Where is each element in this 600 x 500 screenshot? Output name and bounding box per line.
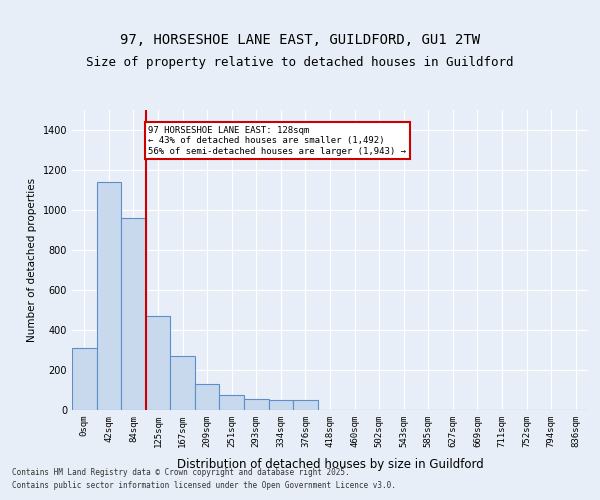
Bar <box>121 218 146 410</box>
Bar <box>72 348 97 410</box>
Bar <box>293 400 318 410</box>
Bar <box>244 399 269 410</box>
Bar <box>195 384 220 410</box>
Text: Contains public sector information licensed under the Open Government Licence v3: Contains public sector information licen… <box>12 480 396 490</box>
X-axis label: Distribution of detached houses by size in Guildford: Distribution of detached houses by size … <box>176 458 484 471</box>
Bar <box>220 395 244 410</box>
Text: Size of property relative to detached houses in Guildford: Size of property relative to detached ho… <box>86 56 514 69</box>
Text: 97, HORSESHOE LANE EAST, GUILDFORD, GU1 2TW: 97, HORSESHOE LANE EAST, GUILDFORD, GU1 … <box>120 33 480 47</box>
Y-axis label: Number of detached properties: Number of detached properties <box>27 178 37 342</box>
Text: Contains HM Land Registry data © Crown copyright and database right 2025.: Contains HM Land Registry data © Crown c… <box>12 468 350 477</box>
Text: 97 HORSESHOE LANE EAST: 128sqm
← 43% of detached houses are smaller (1,492)
56% : 97 HORSESHOE LANE EAST: 128sqm ← 43% of … <box>148 126 406 156</box>
Bar <box>97 182 121 410</box>
Bar <box>170 356 195 410</box>
Bar <box>269 400 293 410</box>
Bar <box>146 316 170 410</box>
